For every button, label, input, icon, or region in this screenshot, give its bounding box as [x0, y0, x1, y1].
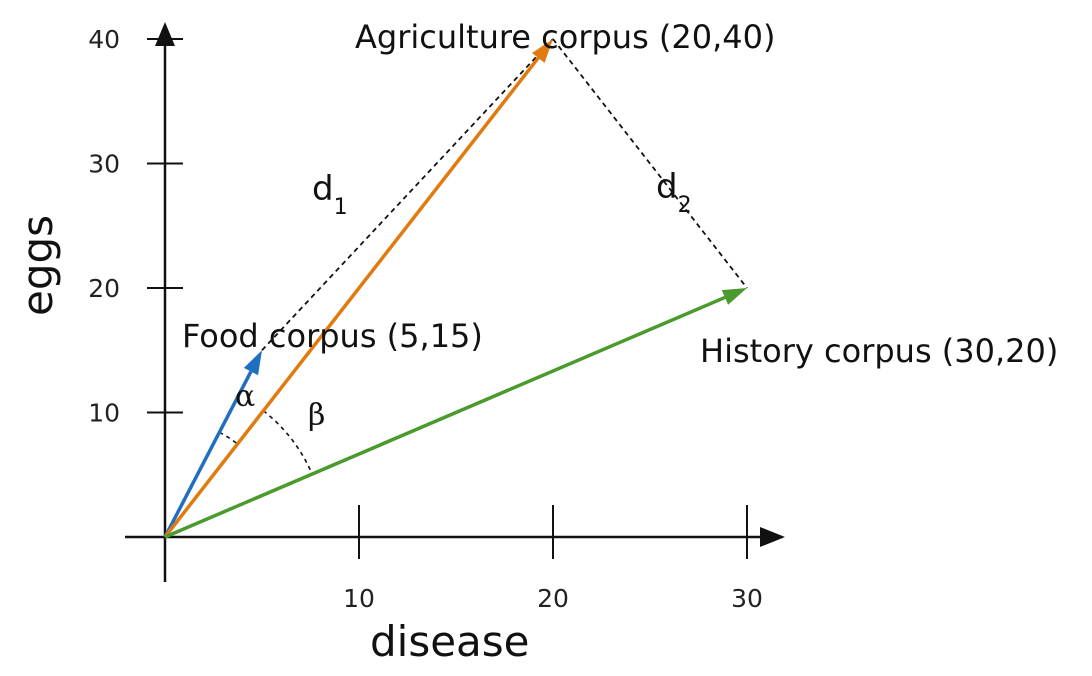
y-tick-label: 30 [88, 150, 120, 179]
agriculture-corpus-vector-arrowhead [531, 39, 553, 63]
agriculture-corpus-label: Agriculture corpus (20,40) [355, 18, 776, 56]
x-tick-label: 30 [731, 584, 763, 613]
y-axis-arrowhead [155, 22, 175, 46]
distance-d1-name: d [312, 169, 334, 209]
distance-line-d2 [552, 38, 748, 289]
distance-d2-label: d2 [656, 167, 692, 218]
y-axis-title: eggs [13, 215, 62, 316]
x-tick-label: 20 [537, 584, 569, 613]
food-corpus-vector-arrowhead [243, 350, 262, 376]
x-axis-arrowhead [760, 527, 785, 547]
distance-lines [261, 38, 748, 351]
y-tick-label: 10 [88, 399, 120, 428]
angle-alpha-arc [219, 431, 239, 445]
y-tick-label: 40 [88, 25, 120, 54]
distance-line-d1 [261, 38, 554, 351]
x-axis-title: disease [370, 617, 530, 666]
corpus-vectors [163, 39, 747, 539]
history-corpus-vector-arrowhead [721, 288, 747, 305]
angle-beta-label: β [308, 398, 325, 433]
y-tick-label: 20 [88, 274, 120, 303]
x-tick-label: 10 [343, 584, 375, 613]
x-axis-ticks: 10 20 30 [343, 505, 763, 613]
distance-d2-name: d [656, 167, 678, 207]
distance-d1-label: d1 [312, 169, 348, 220]
food-corpus-label: Food corpus (5,15) [182, 317, 483, 355]
history-corpus-vector [164, 295, 726, 539]
angle-alpha-label: α [235, 379, 255, 414]
agriculture-corpus-vector [163, 56, 540, 539]
y-axis-ticks: 10 20 30 40 [88, 25, 183, 428]
history-corpus-label: History corpus (30,20) [700, 332, 1058, 370]
food-corpus-vector [163, 370, 253, 538]
angle-beta-arc [262, 410, 313, 475]
angle-arcs [219, 410, 313, 475]
distance-d2-subscript: 2 [678, 193, 692, 218]
distance-d1-subscript: 1 [334, 195, 348, 220]
